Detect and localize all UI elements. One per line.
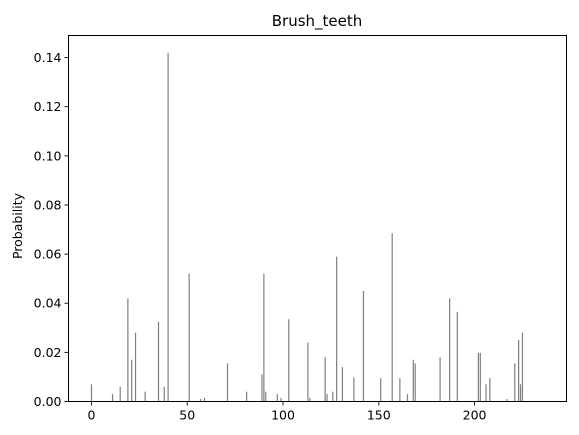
y-tick-label: 0.04 (34, 296, 62, 311)
x-tick-label: 150 (367, 408, 391, 423)
bar (391, 233, 393, 402)
x-tick-label: 50 (179, 408, 195, 423)
bar (134, 332, 137, 402)
bar (157, 321, 160, 402)
y-tick-label: 0.10 (34, 148, 62, 163)
bar (485, 384, 487, 402)
bar (111, 394, 114, 402)
bar (477, 352, 479, 402)
bar (456, 311, 458, 402)
bar (326, 394, 328, 402)
bar (200, 399, 202, 402)
bar (506, 399, 508, 402)
bar (479, 352, 481, 402)
x-tick-label: 0 (88, 408, 96, 423)
ticks-layer: 0 50 100 150 200 0.00 0.02 0.04 0.06 0.08 0.10 0.12… (34, 50, 487, 422)
bar (439, 357, 441, 402)
bar (309, 397, 311, 402)
bar (226, 363, 229, 402)
bar (341, 367, 343, 402)
bar (261, 374, 263, 402)
y-tick-label: 0.02 (34, 345, 62, 360)
bars-layer (90, 52, 524, 402)
bar (406, 394, 409, 402)
x-tick-label: 100 (271, 408, 295, 423)
y-tick-label: 0.12 (34, 99, 62, 114)
bar (144, 391, 146, 402)
bar (188, 273, 190, 402)
bar (263, 273, 265, 402)
bar (246, 391, 248, 402)
bar (353, 377, 355, 402)
y-tick-label: 0.06 (34, 247, 62, 262)
bar (127, 298, 129, 402)
x-tick-label: 200 (463, 408, 487, 423)
bar (336, 256, 338, 402)
y-tick-label: 0.14 (34, 50, 62, 65)
bar (324, 357, 326, 402)
bar (119, 386, 121, 402)
bar (307, 342, 309, 402)
bar (90, 384, 93, 402)
bar (449, 298, 451, 402)
bar (414, 363, 416, 402)
bar (167, 52, 169, 402)
bar (332, 391, 334, 402)
chart-title: Brush_teeth (272, 12, 363, 31)
bar (163, 386, 165, 402)
bar (265, 391, 267, 402)
bar (518, 340, 520, 402)
bar (276, 394, 278, 402)
bar (412, 359, 414, 402)
y-tick-label: 0.00 (34, 394, 62, 409)
bar (288, 319, 290, 402)
bar (380, 378, 382, 402)
plot-frame (68, 35, 567, 402)
y-axis-label: Probability (10, 192, 25, 259)
bar (399, 378, 401, 402)
bar (489, 378, 491, 402)
bar (521, 332, 524, 402)
bar (362, 290, 365, 402)
bar (280, 397, 282, 402)
bar (131, 359, 133, 402)
bar (519, 384, 522, 402)
bar (514, 363, 516, 402)
y-tick-label: 0.08 (34, 197, 62, 212)
bar (203, 397, 206, 402)
